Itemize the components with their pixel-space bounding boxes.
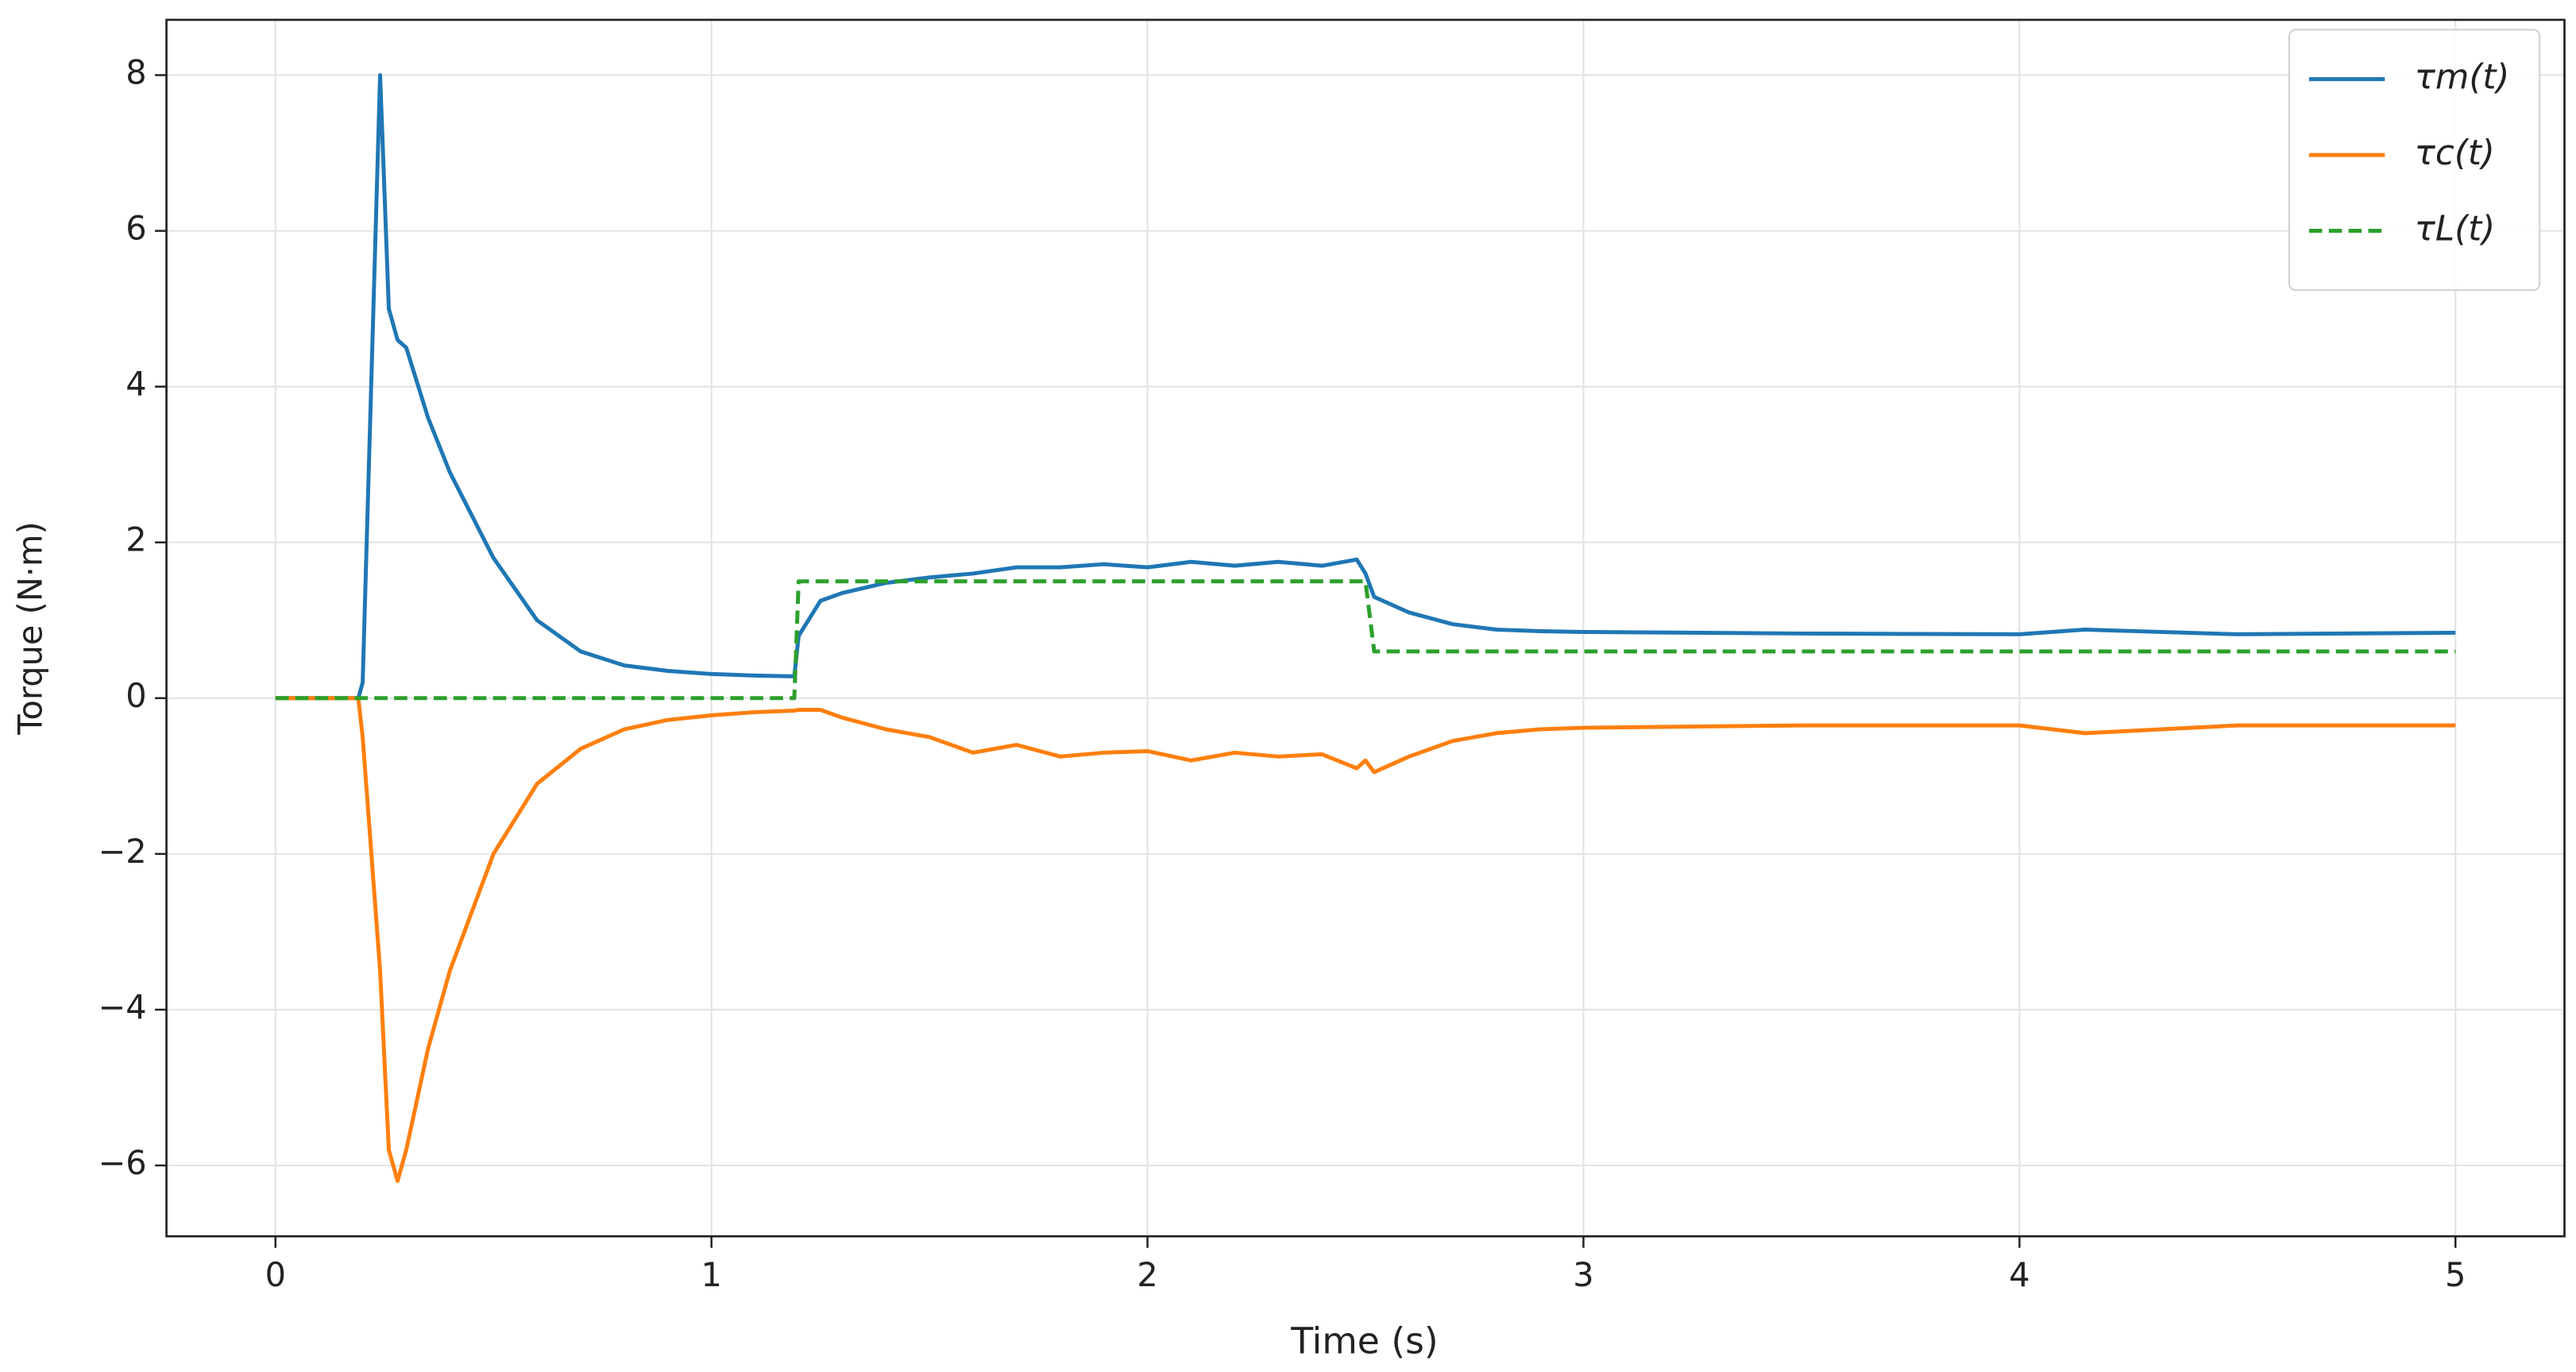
series-line — [275, 579, 2456, 701]
y-tick-label: −4 — [98, 987, 147, 1026]
x-axis-label: Time (s) — [1290, 1320, 1439, 1362]
x-tick-label: 3 — [1573, 1255, 1593, 1294]
y-tick-label: 6 — [126, 209, 146, 248]
y-tick-label: −6 — [98, 1143, 147, 1182]
series-line — [275, 696, 2456, 1184]
x-tick-label: 1 — [701, 1255, 721, 1294]
y-tick-label: 2 — [126, 520, 146, 559]
legend-box — [2288, 29, 2541, 292]
y-tick-label: 4 — [126, 365, 146, 404]
x-tick-label: 4 — [2009, 1255, 2030, 1294]
legend-label: τc(t) — [2415, 133, 2495, 173]
y-tick-label: 0 — [126, 676, 146, 715]
plot-frame — [165, 18, 2566, 1238]
x-tick-label: 5 — [2445, 1255, 2466, 1294]
y-axis-label: Torque (N·m) — [10, 521, 49, 735]
series-line — [275, 73, 2456, 701]
x-tick-label: 2 — [1137, 1255, 1157, 1294]
x-tick-label: 0 — [265, 1255, 286, 1294]
y-tick-label: 8 — [126, 53, 146, 92]
legend-label: τm(t) — [2415, 58, 2510, 98]
legend-label: τL(t) — [2415, 210, 2496, 249]
y-tick-label: −2 — [98, 832, 147, 871]
